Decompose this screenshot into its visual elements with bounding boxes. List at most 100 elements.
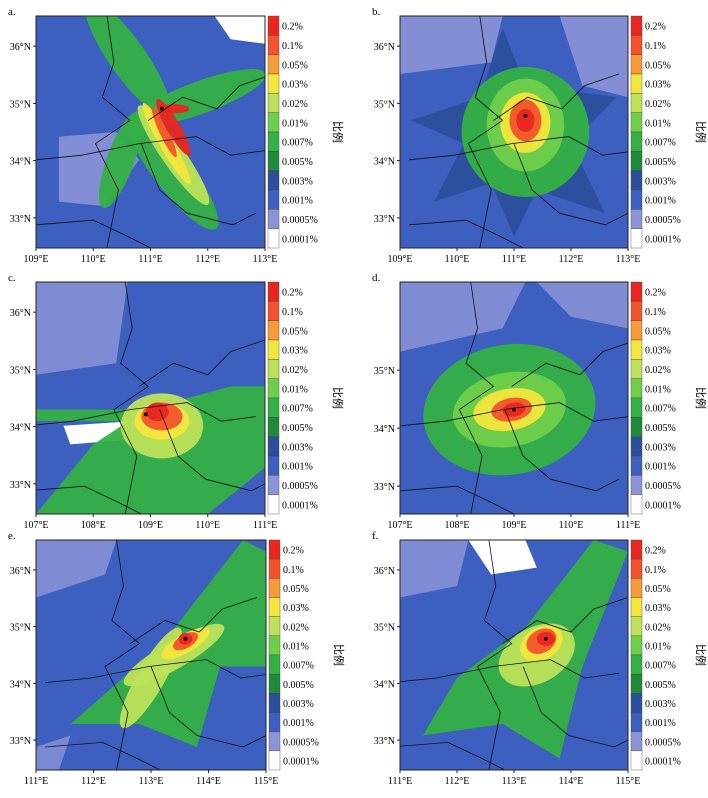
colorbar-swatch bbox=[630, 455, 643, 476]
colorbar-swatch bbox=[267, 494, 280, 515]
colorbar-swatch bbox=[630, 654, 643, 675]
colorbar-level-label: 0.0001% bbox=[282, 234, 318, 245]
y-tick-label: 34°N bbox=[10, 679, 31, 690]
colorbar-swatch bbox=[268, 712, 281, 732]
colorbar-title: 比例 bbox=[332, 644, 346, 666]
colorbar-level-label: 0.005% bbox=[645, 680, 676, 691]
colorbar-level-label: 0.03% bbox=[282, 80, 308, 91]
colorbar-swatch bbox=[267, 15, 280, 36]
colorbar-level-label: 0.02% bbox=[283, 622, 309, 633]
y-tick-label: 35°N bbox=[10, 365, 31, 376]
colorbar-level-label: 0.0001% bbox=[645, 500, 681, 511]
colorbar-swatch bbox=[268, 654, 281, 675]
map-field bbox=[36, 16, 265, 248]
panel-c: c. 107°E 108°E 109°E 110°E 111°E 36°N 35°N 34°N 3… bbox=[8, 272, 345, 531]
colorbar-swatch bbox=[267, 378, 280, 399]
colorbar-level-label: 0.005% bbox=[282, 423, 313, 434]
x-tick-label: 113°E bbox=[139, 776, 164, 787]
colorbar-swatch bbox=[267, 54, 280, 75]
colorbar-swatch bbox=[267, 112, 280, 133]
colorbar-level-label: 0.007% bbox=[283, 661, 314, 672]
colorbar-swatch bbox=[268, 635, 281, 656]
colorbar-swatch bbox=[267, 320, 280, 341]
colorbar-swatch bbox=[630, 112, 643, 133]
colorbar-swatch bbox=[267, 397, 280, 418]
colorbar-swatch bbox=[267, 170, 280, 191]
colorbar-level-label: 0.02% bbox=[645, 622, 671, 633]
source-marker bbox=[143, 412, 148, 417]
y-tick-label: 33°N bbox=[374, 482, 395, 493]
colorbar-title: 比例 bbox=[694, 121, 708, 143]
colorbar: 0.2% 0.1% 0.05% 0.03% 0.02% 0.01% 0.007% 0.005%… bbox=[268, 539, 346, 771]
colorbar-level-label: 0.02% bbox=[282, 99, 308, 110]
colorbar-level-label: 0.05% bbox=[645, 60, 671, 71]
x-tick-label: 115°E bbox=[616, 776, 641, 787]
colorbar: 0.2% 0.1% 0.05% 0.03% 0.02% 0.01% 0.007% 0.005%… bbox=[630, 281, 708, 515]
colorbar-level-label: 0.2% bbox=[645, 288, 666, 299]
colorbar-level-label: 0.007% bbox=[282, 404, 313, 415]
colorbar-level-label: 0.02% bbox=[645, 99, 671, 110]
panel-label: c. bbox=[8, 272, 16, 284]
colorbar-level-label: 0.2% bbox=[645, 546, 666, 557]
colorbar-swatch bbox=[630, 209, 643, 229]
colorbar-level-label: 0.01% bbox=[283, 641, 309, 652]
colorbar-swatch bbox=[268, 673, 281, 694]
colorbar-level-label: 0.03% bbox=[645, 346, 671, 357]
source-marker bbox=[523, 113, 528, 118]
x-tick-label: 110°E bbox=[81, 254, 106, 265]
colorbar-swatch bbox=[630, 189, 643, 210]
colorbar: 0.2% 0.1% 0.05% 0.03% 0.02% 0.01% 0.007% 0.005%… bbox=[630, 15, 708, 249]
colorbar-level-label: 0.1% bbox=[645, 41, 666, 52]
colorbar-swatch bbox=[630, 35, 643, 55]
colorbar: 0.2% 0.1% 0.05% 0.03% 0.02% 0.01% 0.007% 0.005%… bbox=[267, 15, 345, 249]
colorbar-level-label: 0.05% bbox=[283, 584, 309, 595]
colorbar-level-label: 0.05% bbox=[282, 326, 308, 337]
colorbar-level-label: 0.005% bbox=[645, 157, 676, 168]
colorbar-level-label: 0.05% bbox=[282, 60, 308, 71]
colorbar-swatch bbox=[630, 539, 643, 560]
colorbar-level-label: 0.005% bbox=[283, 680, 314, 691]
y-tick-label: 33°N bbox=[374, 736, 395, 747]
panel-label: e. bbox=[8, 530, 16, 542]
panel-b: b. 109°E 110°E 111°E 112°E 113°E 36°N 35°N 34°N 3… bbox=[372, 6, 708, 265]
colorbar-level-label: 0.03% bbox=[282, 346, 308, 357]
colorbar-swatch bbox=[630, 558, 643, 579]
map-field bbox=[400, 540, 628, 770]
x-tick-label: 107°E bbox=[387, 520, 412, 531]
colorbar-level-label: 0.003% bbox=[645, 442, 676, 453]
map-field bbox=[400, 16, 628, 248]
colorbar-swatch bbox=[630, 320, 643, 341]
colorbar-level-label: 0.1% bbox=[283, 565, 304, 576]
colorbar-level-label: 0.01% bbox=[282, 384, 308, 395]
colorbar-swatch bbox=[268, 558, 281, 579]
colorbar-swatch bbox=[630, 228, 643, 249]
x-tick-label: 111°E bbox=[138, 254, 162, 265]
x-tick-label: 113°E bbox=[616, 254, 641, 265]
colorbar-level-label: 0.007% bbox=[645, 138, 676, 149]
colorbar-swatch bbox=[267, 455, 280, 476]
colorbar-level-label: 0.01% bbox=[645, 384, 671, 395]
colorbar-swatch bbox=[630, 616, 643, 637]
y-tick-label: 34°N bbox=[374, 679, 395, 690]
colorbar-level-label: 0.2% bbox=[645, 22, 666, 33]
panel-label: b. bbox=[372, 6, 381, 18]
colorbar-level-label: 0.005% bbox=[282, 157, 313, 168]
colorbar-level-label: 0.02% bbox=[645, 365, 671, 376]
colorbar-swatch bbox=[267, 73, 280, 94]
panel-a: a. 109°E 110°E 111°E 112°E 113°E 36°N 35°N 34°N 3… bbox=[8, 6, 345, 265]
colorbar-level-label: 0.001% bbox=[645, 718, 676, 729]
colorbar-level-label: 0.0005% bbox=[282, 215, 318, 226]
colorbar-swatch bbox=[630, 417, 643, 437]
colorbar-swatch bbox=[630, 494, 643, 515]
colorbar-level-label: 0.0005% bbox=[283, 737, 319, 748]
colorbar-level-label: 0.001% bbox=[645, 462, 676, 473]
x-tick-label: 107°E bbox=[23, 520, 48, 531]
x-tick-label: 112°E bbox=[195, 254, 220, 265]
y-tick-label: 35°N bbox=[374, 366, 395, 377]
colorbar-level-label: 0.03% bbox=[645, 603, 671, 614]
x-tick-label: 113°E bbox=[502, 776, 527, 787]
x-tick-label: 111°E bbox=[253, 520, 277, 531]
x-tick-label: 109°E bbox=[138, 520, 163, 531]
colorbar-swatch bbox=[267, 436, 280, 457]
colorbar-swatch bbox=[268, 578, 281, 598]
